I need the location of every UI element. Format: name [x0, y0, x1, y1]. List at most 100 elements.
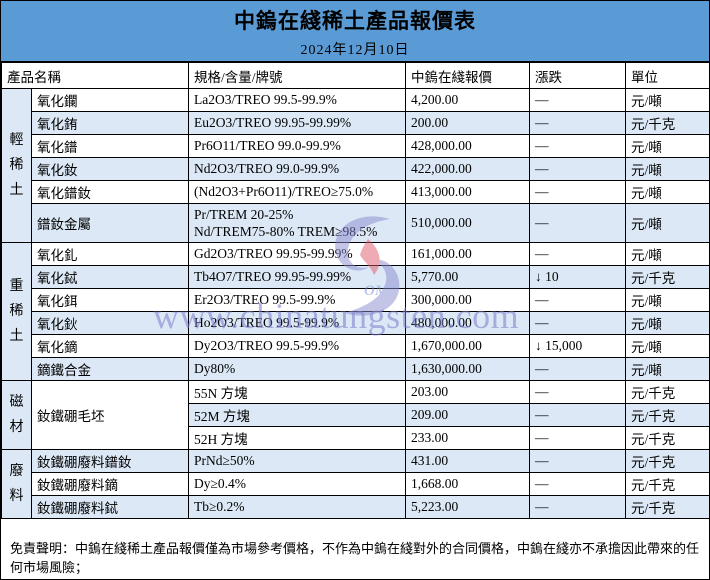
product-cell: 釹鐵硼廢料鐠釹: [31, 449, 189, 473]
price-cell: 480,000.00: [405, 311, 530, 335]
spec-cell: Er2O3/TREO 99.5-99.9%: [188, 288, 406, 312]
spec-cell: Gd2O3/TREO 99.95-99.99%: [188, 242, 406, 266]
change-cell: —: [529, 111, 626, 135]
table-row: 氧化銪 Eu2O3/TREO 99.95-99.99% 200.00 — 元/千…: [2, 111, 709, 135]
price-cell: 300,000.00: [405, 288, 530, 312]
change-cell: —: [529, 403, 626, 427]
product-cell: 鐠釹金屬: [31, 203, 189, 243]
spec-cell: La2O3/TREO 99.5-99.9%: [188, 88, 406, 112]
unit-cell: 元/噸: [625, 88, 709, 112]
spec-cell: Dy80%: [188, 357, 406, 381]
change-cell: ↓ 15,000: [529, 334, 626, 358]
col-header-price: 中鎢在綫報價: [405, 62, 530, 89]
change-cell: —: [529, 88, 626, 112]
change-cell: —: [529, 495, 626, 519]
col-header-product: 產品名稱: [1, 62, 189, 89]
unit-cell: 元/噸: [625, 134, 709, 158]
disclaimer-footer: 免責聲明：中鎢在綫稀土產品報價僅為市場參考價格，不作為中鎢在綫對外的合同價格，中…: [1, 536, 709, 579]
price-cell: 413,000.00: [405, 180, 530, 204]
table-row: 廢料 釹鐵硼廢料鐠釹 PrNd≥50% 431.00 — 元/千克: [1, 449, 709, 519]
product-cell: 氧化釓: [31, 242, 189, 266]
table-row: 氧化鐠 Pr6O11/TREO 99.0-99.9% 428,000.00 — …: [2, 134, 709, 158]
table-row: 氧化鏑 Dy2O3/TREO 99.5-99.9% 1,670,000.00 ↓…: [2, 334, 709, 358]
product-cell: 氧化鐠釹: [31, 180, 189, 204]
unit-cell: 元/噸: [625, 157, 709, 181]
spec-cell: 52H 方塊: [188, 426, 406, 450]
table-row: 鏑鐵合金 Dy80% 1,630,000.00 — 元/噸: [2, 357, 709, 381]
change-cell: —: [529, 311, 626, 335]
table-row: 鐠釹金屬 Pr/TREM 20-25% Nd/TREM75-80% TREM≥9…: [2, 203, 709, 243]
product-cell: 氧化鋱: [31, 265, 189, 289]
product-cell: 氧化銪: [31, 111, 189, 135]
table-row: 氧化鐠釹 (Nd2O3+Pr6O11)/TREO≥75.0% 413,000.0…: [2, 180, 709, 204]
spec-cell: Dy≥0.4%: [188, 472, 406, 496]
price-cell: 209.00: [405, 403, 530, 427]
change-cell: —: [529, 449, 626, 473]
table-row: 氧化鈥 Ho2O3/TREO 99.5-99.9% 480,000.00 — 元…: [2, 311, 709, 335]
table-row: 氧化鋱 Tb4O7/TREO 99.95-99.99% 5,770.00 ↓ 1…: [2, 265, 709, 289]
product-cell: 氧化鉺: [31, 288, 189, 312]
product-cell: 氧化鑭: [31, 88, 189, 112]
unit-cell: 元/千克: [625, 449, 709, 473]
table-row: 氧化釹 Nd2O3/TREO 99.0-99.9% 422,000.00 — 元…: [2, 157, 709, 181]
spec-cell: Eu2O3/TREO 99.95-99.99%: [188, 111, 406, 135]
category-light-rare-earth: 輕稀土: [1, 88, 32, 243]
spec-cell: PrNd≥50%: [188, 449, 406, 473]
col-header-change: 漲跌: [529, 62, 626, 89]
column-header-row: 產品名稱 規格/含量/牌號 中鎢在綫報價 漲跌 單位: [1, 62, 709, 89]
spec-cell: Nd2O3/TREO 99.0-99.9%: [188, 157, 406, 181]
change-cell: —: [529, 157, 626, 181]
price-cell: 203.00: [405, 380, 530, 404]
category-scrap: 廢料: [1, 449, 32, 519]
col-header-spec: 規格/含量/牌號: [188, 62, 406, 89]
table-row: 輕稀土 氧化鑭 La2O3/TREO 99.5-99.9% 4,200.00 —…: [1, 88, 709, 243]
change-cell: —: [529, 242, 626, 266]
unit-cell: 元/千克: [625, 380, 709, 404]
table-row: 重稀土 氧化釓 Gd2O3/TREO 99.95-99.99% 161,000.…: [1, 242, 709, 381]
disclaimer-line1: 免責聲明：中鎢在綫稀土產品報價僅為市場參考價格，不作為中鎢在綫對外的合同價格，中…: [10, 541, 700, 575]
change-cell: —: [529, 288, 626, 312]
change-cell: —: [529, 472, 626, 496]
spec-cell: (Nd2O3+Pr6O11)/TREO≥75.0%: [188, 180, 406, 204]
change-cell: —: [529, 203, 626, 243]
page-title: 中鎢在綫稀土產品報價表: [234, 9, 476, 33]
category-heavy-rare-earth: 重稀土: [1, 242, 32, 381]
spec-cell: Tb≥0.2%: [188, 495, 406, 519]
spec-cell: Dy2O3/TREO 99.5-99.9%: [188, 334, 406, 358]
table-row: 磁材 釹鐵硼毛坯 55N 方塊 203.00 — 元/千克: [1, 380, 709, 450]
change-cell: —: [529, 380, 626, 404]
change-cell: ↓ 10: [529, 265, 626, 289]
col-header-unit: 單位: [625, 62, 709, 89]
price-table: 產品名稱 規格/含量/牌號 中鎢在綫報價 漲跌 單位 輕稀土 氧化鑭 La2O3…: [1, 62, 709, 519]
product-cell: 釹鐵硼廢料鋱: [31, 495, 189, 519]
product-cell: 釹鐵硼廢料鏑: [31, 472, 189, 496]
unit-cell: 元/千克: [625, 265, 709, 289]
unit-cell: 元/千克: [625, 426, 709, 450]
price-cell: 422,000.00: [405, 157, 530, 181]
category-magnet-material: 磁材: [1, 380, 32, 450]
price-cell: 5,223.00: [405, 495, 530, 519]
report-date: 2024年12月10日: [300, 43, 410, 58]
spec-cell: 52M 方塊: [188, 403, 406, 427]
price-cell: 1,630,000.00: [405, 357, 530, 381]
price-cell: 161,000.00: [405, 242, 530, 266]
spec-cell: Ho2O3/TREO 99.5-99.9%: [188, 311, 406, 335]
price-cell: 1,668.00: [405, 472, 530, 496]
product-cell: 氧化鐠: [31, 134, 189, 158]
price-cell: 1,670,000.00: [405, 334, 530, 358]
table-row: 釹鐵硼廢料鋱 Tb≥0.2% 5,223.00 — 元/千克: [2, 495, 709, 519]
unit-cell: 元/千克: [625, 495, 709, 519]
price-cell: 510,000.00: [405, 203, 530, 243]
price-cell: 200.00: [405, 111, 530, 135]
product-cell: 氧化釹: [31, 157, 189, 181]
unit-cell: 元/噸: [625, 242, 709, 266]
price-cell: 233.00: [405, 426, 530, 450]
unit-cell: 元/千克: [625, 472, 709, 496]
unit-cell: 元/千克: [625, 111, 709, 135]
table-row: 氧化鉺 Er2O3/TREO 99.5-99.9% 300,000.00 — 元…: [2, 288, 709, 312]
product-cell: 氧化鏑: [31, 334, 189, 358]
change-cell: —: [529, 134, 626, 158]
spec-cell: Tb4O7/TREO 99.95-99.99%: [188, 265, 406, 289]
unit-cell: 元/噸: [625, 288, 709, 312]
